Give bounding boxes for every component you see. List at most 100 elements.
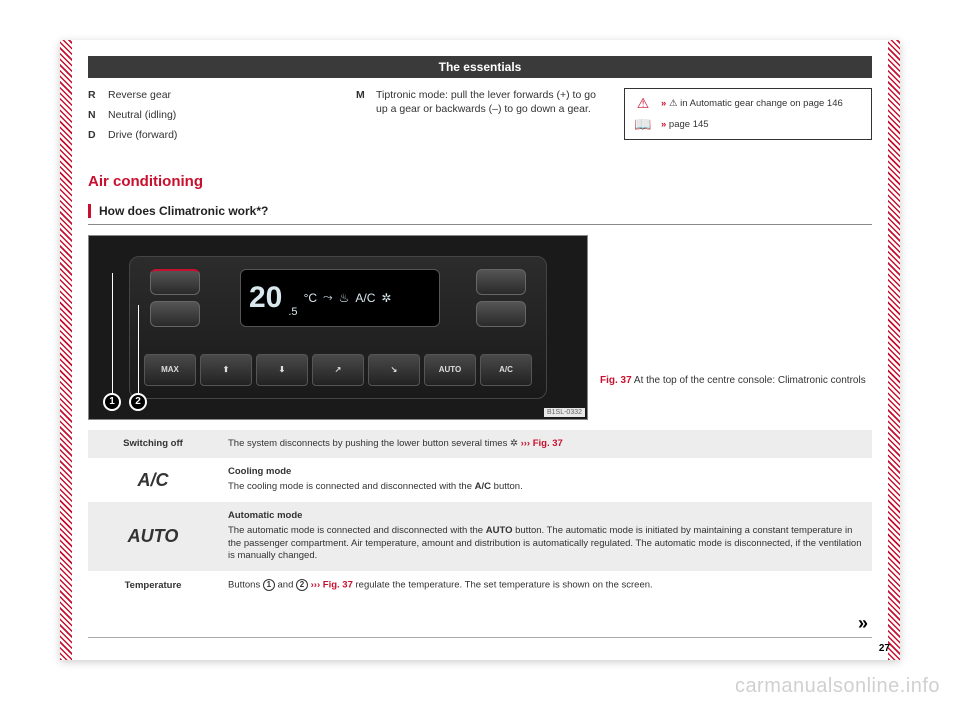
climatronic-display: 20 .5 °C ⤳ ♨ A/C ✲ bbox=[240, 269, 440, 327]
row-content: Automatic mode The automatic mode is con… bbox=[218, 502, 872, 571]
row-text: The cooling mode is connected and discon… bbox=[228, 481, 475, 492]
table-row: AUTO Automatic mode The automatic mode i… bbox=[88, 502, 872, 571]
fig-text: At the top of the centre console: Climat… bbox=[632, 375, 866, 386]
fan-icon: ✲ bbox=[381, 291, 391, 305]
dash-btn-max: MAX bbox=[144, 354, 196, 386]
button-row: MAX ⬆ ⬇ ↗ ↘ AUTO A/C bbox=[144, 354, 532, 386]
row-content: Cooling mode The cooling mode is connect… bbox=[218, 458, 872, 502]
dash-btn: ⬇ bbox=[256, 354, 308, 386]
gear-row: R Reverse gear bbox=[88, 88, 336, 102]
airflow-icon: ⤳ bbox=[323, 290, 333, 305]
fan-glyph: ✲ bbox=[510, 438, 518, 449]
fig-ref: ››› Fig. 37 bbox=[308, 580, 353, 591]
hatch-left bbox=[60, 40, 72, 660]
temp-digits: 20 bbox=[249, 281, 282, 315]
continue-arrow: » bbox=[858, 613, 868, 634]
row-text: regulate the temperature. The set temper… bbox=[353, 580, 653, 591]
col-left: R Reverse gear N Neutral (idling) D Driv… bbox=[88, 88, 336, 149]
auto-big: AUTO bbox=[128, 526, 179, 547]
circled-num: 2 bbox=[296, 579, 308, 591]
fan-down-button bbox=[476, 301, 526, 327]
callout-2: 2 bbox=[129, 393, 147, 411]
table-row: Switching off The system disconnects by … bbox=[88, 430, 872, 459]
gear-desc: Tiptronic mode: pull the lever forwards … bbox=[376, 88, 604, 116]
ref-row: 📖 » page 145 bbox=[633, 116, 863, 133]
figure-image: 20 .5 °C ⤳ ♨ A/C ✲ MAX ⬆ ⬇ ↗ ↘ AUT bbox=[88, 235, 588, 420]
gear-desc: Drive (forward) bbox=[108, 128, 336, 142]
btn-name: A/C bbox=[475, 481, 491, 492]
row-text: and bbox=[275, 580, 296, 591]
gear-letter: R bbox=[88, 88, 108, 102]
hatch-right bbox=[888, 40, 900, 660]
row-title: Automatic mode bbox=[228, 510, 862, 523]
subsection-title: How does Climatronic work*? bbox=[88, 204, 872, 218]
top-columns: R Reverse gear N Neutral (idling) D Driv… bbox=[88, 88, 872, 149]
row-text: Buttons bbox=[228, 580, 263, 591]
btn-name: AUTO bbox=[486, 525, 513, 536]
page-container: The essentials R Reverse gear N Neutral … bbox=[60, 40, 900, 660]
fan-up-button bbox=[476, 269, 526, 295]
section-title: Air conditioning bbox=[88, 173, 872, 190]
circled-num: 1 bbox=[263, 579, 275, 591]
unit-icon: °C bbox=[304, 291, 317, 305]
dash-btn-auto: AUTO bbox=[424, 354, 476, 386]
ref-arrow: » bbox=[661, 98, 666, 109]
gear-letter: D bbox=[88, 128, 108, 142]
table-row: A/C Cooling mode The cooling mode is con… bbox=[88, 458, 872, 502]
warning-icon: ⚠ bbox=[633, 95, 653, 112]
climatronic-panel: 20 .5 °C ⤳ ♨ A/C ✲ MAX ⬆ ⬇ ↗ ↘ AUT bbox=[129, 256, 547, 399]
row-label: Temperature bbox=[88, 571, 218, 600]
gear-row: N Neutral (idling) bbox=[88, 108, 336, 122]
row-label: AUTO bbox=[88, 502, 218, 571]
dash-btn: ↘ bbox=[368, 354, 420, 386]
ref-row: ⚠ » ⚠ in Automatic gear change on page 1… bbox=[633, 95, 863, 112]
row-content: Buttons 1 and 2 ››› Fig. 37 regulate the… bbox=[218, 571, 872, 600]
reference-box: ⚠ » ⚠ in Automatic gear change on page 1… bbox=[624, 88, 872, 140]
row-label: A/C bbox=[88, 458, 218, 502]
page-number: 27 bbox=[879, 643, 890, 654]
header-bar: The essentials bbox=[88, 56, 872, 78]
dash-btn-ac: A/C bbox=[480, 354, 532, 386]
gear-desc: Neutral (idling) bbox=[108, 108, 336, 122]
features-table: Switching off The system disconnects by … bbox=[88, 430, 872, 601]
divider bbox=[88, 224, 872, 225]
temp-decimal: .5 bbox=[288, 306, 297, 318]
dash-btn: ⬆ bbox=[200, 354, 252, 386]
row-content: The system disconnects by pushing the lo… bbox=[218, 430, 872, 459]
ref-text: » ⚠ in Automatic gear change on page 146 bbox=[661, 98, 843, 109]
callout-1: 1 bbox=[103, 393, 121, 411]
book-icon: 📖 bbox=[633, 116, 653, 133]
page-content: The essentials R Reverse gear N Neutral … bbox=[88, 40, 872, 660]
dash-btn: ↗ bbox=[312, 354, 364, 386]
seat-icon: ♨ bbox=[339, 291, 350, 305]
gear-desc: Reverse gear bbox=[108, 88, 336, 102]
gear-row: M Tiptronic mode: pull the lever forward… bbox=[356, 88, 604, 116]
table-row: Temperature Buttons 1 and 2 ››› Fig. 37 … bbox=[88, 571, 872, 600]
gear-letter: N bbox=[88, 108, 108, 122]
ref-body: page 145 bbox=[666, 119, 708, 130]
ac-big: A/C bbox=[138, 470, 169, 491]
fig-label: Fig. 37 bbox=[600, 375, 632, 386]
row-title: Cooling mode bbox=[228, 466, 862, 479]
temp-up-button bbox=[150, 269, 200, 295]
row-label: Switching off bbox=[88, 430, 218, 459]
figure-caption: Fig. 37 At the top of the centre console… bbox=[600, 235, 872, 420]
fig-ref: ››› Fig. 37 bbox=[518, 438, 563, 449]
row-text: The automatic mode is connected and disc… bbox=[228, 525, 486, 536]
ref-body: in Automatic gear change on page 146 bbox=[677, 98, 842, 109]
temp-down-button bbox=[150, 301, 200, 327]
col-mid: M Tiptronic mode: pull the lever forward… bbox=[356, 88, 604, 149]
watermark: carmanualsonline.info bbox=[735, 675, 940, 698]
footer-rule bbox=[88, 637, 872, 638]
ref-text: » page 145 bbox=[661, 119, 709, 130]
row-text: button. bbox=[491, 481, 523, 492]
figure-area: 20 .5 °C ⤳ ♨ A/C ✲ MAX ⬆ ⬇ ↗ ↘ AUT bbox=[88, 235, 872, 420]
col-right: ⚠ » ⚠ in Automatic gear change on page 1… bbox=[624, 88, 872, 149]
row-text: The system disconnects by pushing the lo… bbox=[228, 438, 510, 449]
callout-line bbox=[138, 305, 139, 393]
ac-label: A/C bbox=[355, 291, 375, 305]
gear-letter: M bbox=[356, 88, 376, 116]
image-code: B1SL-0332 bbox=[544, 408, 585, 417]
gear-row: D Drive (forward) bbox=[88, 128, 336, 142]
callout-line bbox=[112, 273, 113, 393]
